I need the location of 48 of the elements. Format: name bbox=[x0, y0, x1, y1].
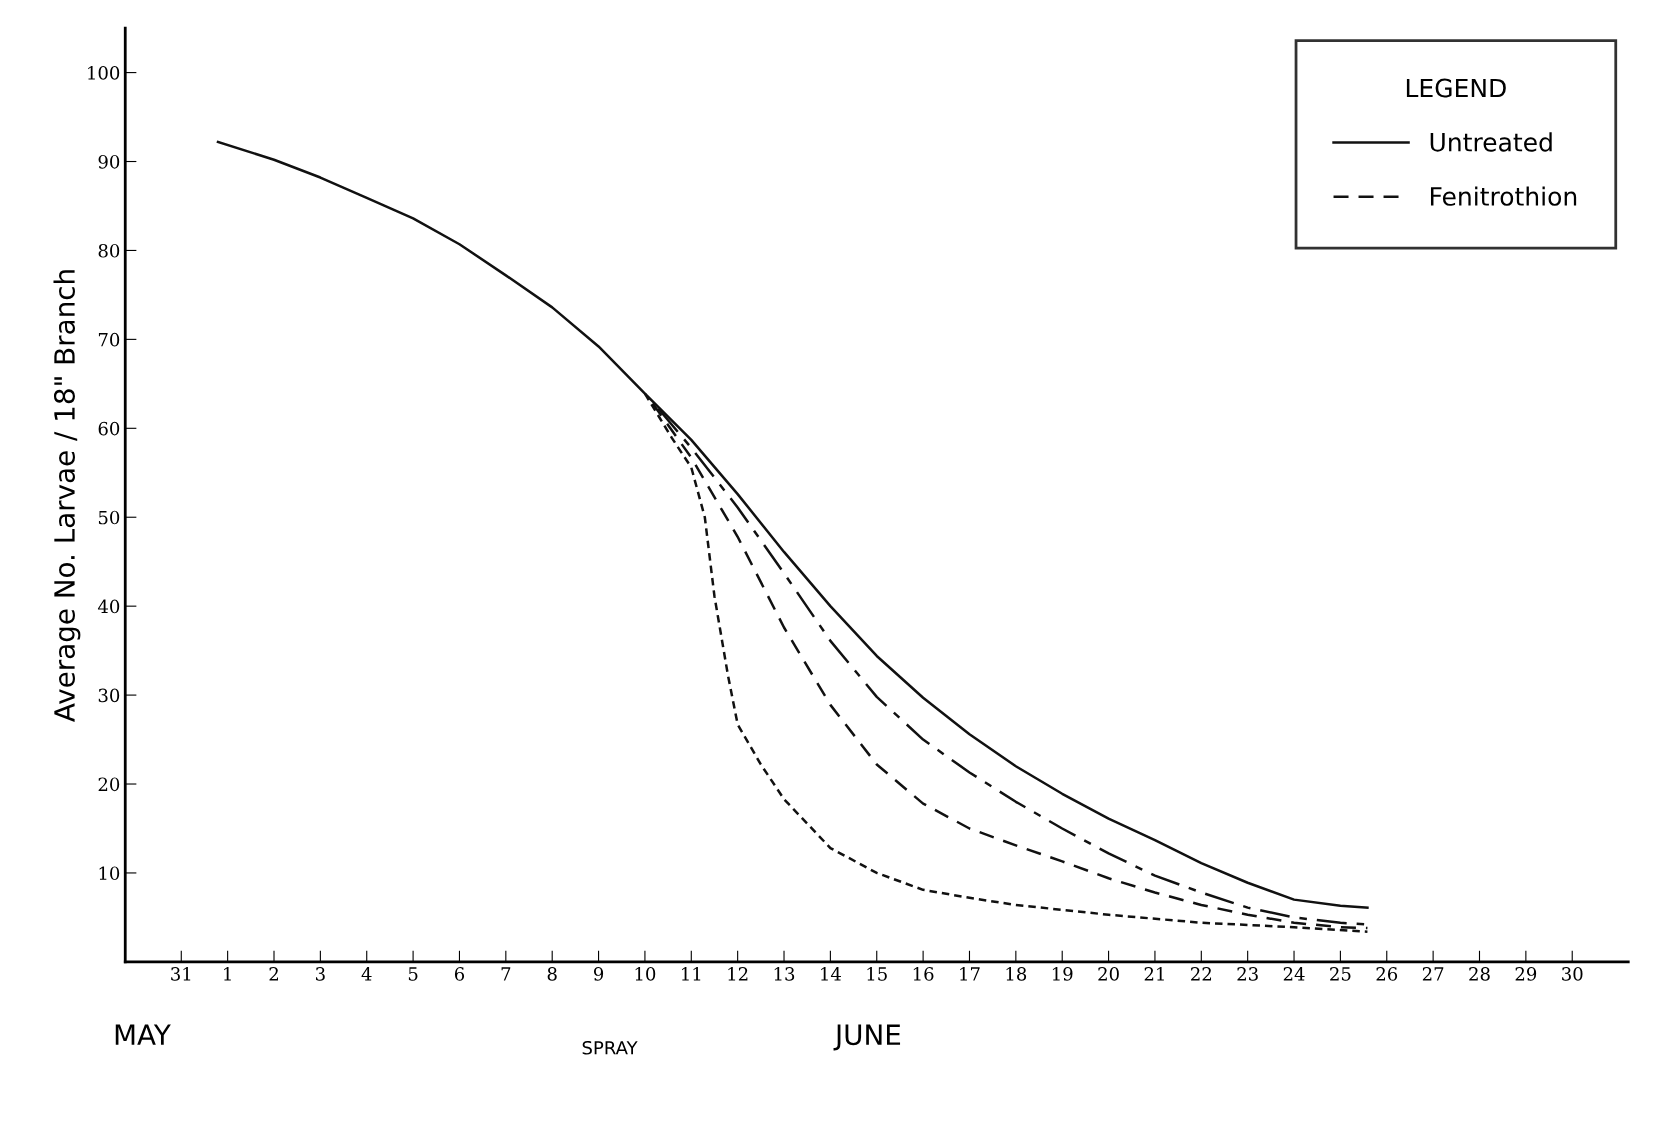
x-tick-label: 12 bbox=[728, 967, 748, 981]
x-tick-label: 19 bbox=[1052, 967, 1073, 981]
x-tick-label: 30 bbox=[1562, 967, 1583, 981]
legend-label: Untreated bbox=[1430, 132, 1552, 152]
x-tick-label: 14 bbox=[821, 967, 841, 981]
x-tick-label: 26 bbox=[1376, 967, 1398, 981]
x-tick-label: 9 bbox=[593, 967, 604, 981]
y-tick-label: 20 bbox=[98, 777, 120, 792]
x-tick-label: 24 bbox=[1283, 967, 1305, 981]
y-tick-label: 40 bbox=[97, 599, 120, 614]
y-tick-label: 100 bbox=[88, 66, 120, 80]
x-tick-label: 22 bbox=[1191, 967, 1212, 981]
y-tick-label: 30 bbox=[98, 688, 120, 703]
x-tick-label: 21 bbox=[1144, 967, 1164, 981]
x-tick-label: 13 bbox=[774, 967, 795, 981]
x-tick-label: 3 bbox=[316, 967, 325, 981]
y-tick-label: 10 bbox=[99, 866, 120, 881]
x-tick-label: 7 bbox=[501, 967, 511, 981]
x-tick-label: 6 bbox=[454, 967, 465, 981]
x-tick-label: 16 bbox=[913, 967, 934, 981]
text: MAY bbox=[115, 1024, 171, 1045]
x-tick-label: 5 bbox=[408, 967, 418, 981]
legend-title: LEGEND bbox=[1406, 78, 1506, 98]
x-tick-label: 29 bbox=[1515, 967, 1537, 981]
x-tick-label: 17 bbox=[960, 967, 980, 981]
x-tick-label: 31 bbox=[171, 967, 191, 981]
x-tick-label: 28 bbox=[1469, 967, 1490, 981]
x-tick-label: 23 bbox=[1237, 967, 1258, 981]
y-tick-label: 90 bbox=[98, 154, 120, 169]
x-tick-label: 25 bbox=[1330, 967, 1351, 981]
x-tick-label: 4 bbox=[361, 967, 372, 981]
y-tick-label: 50 bbox=[98, 510, 120, 525]
y-tick-label: 80 bbox=[98, 243, 120, 258]
legend-label: Fenitrothion bbox=[1430, 186, 1577, 206]
y-tick-label: 70 bbox=[98, 332, 120, 347]
x-tick-label: 18 bbox=[1006, 967, 1027, 981]
x-tick-label: 8 bbox=[547, 967, 557, 981]
x-tick-label: 1 bbox=[224, 967, 231, 981]
y-tick-label: 60 bbox=[98, 421, 120, 436]
x-tick-label: 15 bbox=[867, 967, 887, 981]
x-tick-label: 20 bbox=[1098, 967, 1119, 981]
x-tick-label: 10 bbox=[635, 967, 656, 981]
x-tick-label: 27 bbox=[1422, 967, 1444, 981]
x-tick-label: 2 bbox=[269, 967, 278, 981]
y-axis-title: Average No. Larvae / 18" Branch bbox=[53, 270, 81, 722]
x-tick-label: 11 bbox=[682, 967, 701, 981]
text: JUNE bbox=[833, 1024, 901, 1051]
text: SPRAY bbox=[582, 1040, 638, 1055]
